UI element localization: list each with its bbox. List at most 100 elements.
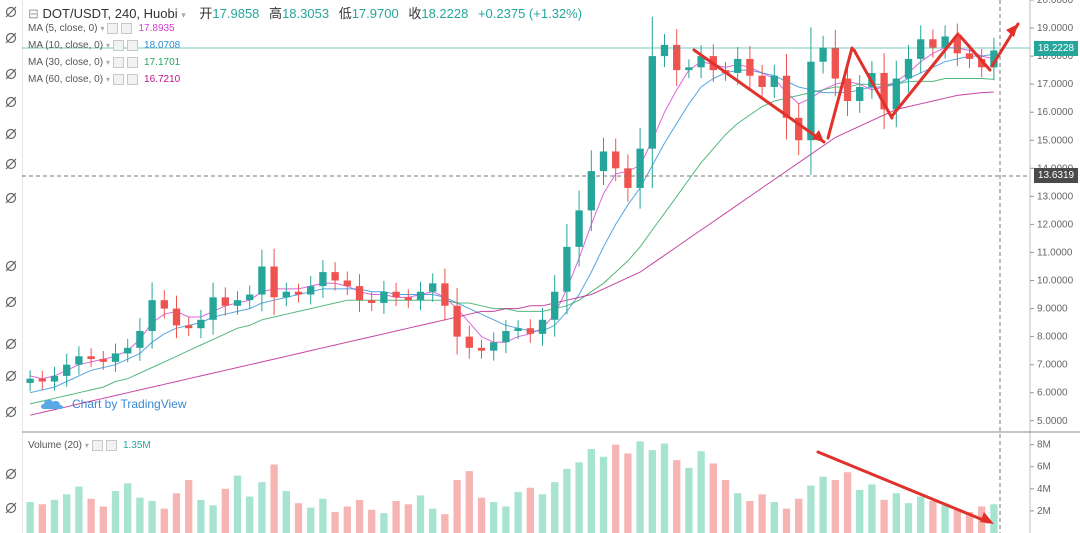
price-tick-label: 12.0000	[1037, 219, 1074, 230]
annotation-volume-arrow	[816, 450, 990, 524]
drawing-toolbar	[0, 0, 23, 533]
candle-body	[368, 300, 376, 303]
candle-body	[965, 53, 974, 59]
candle-body	[197, 319, 205, 329]
chevron-down-icon[interactable]: ▾	[84, 440, 89, 450]
candle-body	[111, 353, 120, 362]
volume-bar	[612, 444, 620, 533]
ma-row-5[interactable]: MA (5, close, 0) ▾ 17.8935	[28, 20, 175, 36]
lock-icon[interactable]	[3, 368, 19, 384]
high-value: 18.3053	[282, 6, 330, 21]
candle-body	[380, 291, 388, 303]
ma-row-60[interactable]: MA (60, close, 0) ▾ 16.7210	[28, 71, 180, 87]
arrowhead-1	[812, 130, 824, 142]
symbol-dropdown-icon[interactable]: ▾	[181, 10, 186, 20]
delete-icon[interactable]	[3, 500, 19, 516]
close-icon[interactable]	[121, 22, 133, 34]
crosshair-price-tag: 13.6319	[1034, 168, 1078, 183]
volume-bar	[575, 462, 583, 533]
close-icon[interactable]	[127, 73, 139, 85]
settings-icon[interactable]	[113, 39, 125, 51]
volume-bar	[770, 502, 778, 533]
brush-icon[interactable]	[3, 94, 19, 110]
close-icon[interactable]	[105, 439, 117, 451]
candle-body	[343, 280, 351, 287]
high-label: 高	[269, 6, 283, 21]
settings-icon[interactable]	[91, 439, 103, 451]
eye-icon[interactable]	[3, 404, 19, 420]
volume-bar	[392, 500, 400, 533]
volume-bar	[282, 491, 290, 533]
ruler-icon[interactable]	[3, 258, 19, 274]
ma-row-10[interactable]: MA (10, close, 0) ▾ 18.0708	[28, 37, 180, 53]
volume-bar	[917, 496, 925, 533]
candle-body	[99, 359, 107, 362]
ma-60-label: MA (60, close, 0)	[28, 73, 104, 85]
candle-body	[26, 378, 34, 383]
candle-body	[429, 283, 437, 292]
volume-bar	[685, 467, 693, 533]
volume-bar	[880, 499, 888, 533]
candle-body	[782, 75, 791, 118]
close-icon[interactable]	[127, 56, 139, 68]
volume-bar	[953, 509, 961, 533]
candle-body	[63, 364, 71, 376]
annotation-line-up	[826, 46, 854, 140]
candle-body	[392, 291, 400, 298]
ma-row-30[interactable]: MA (30, close, 0) ▾ 17.1701	[28, 54, 180, 70]
candle-body	[624, 168, 632, 188]
moving-average-lines	[29, 47, 995, 416]
candle-body	[978, 58, 986, 68]
zoom-icon[interactable]	[3, 294, 19, 310]
settings-icon[interactable]	[113, 56, 125, 68]
crosshair-icon[interactable]	[3, 4, 19, 20]
candle-body	[124, 347, 132, 354]
candle-body	[160, 300, 168, 309]
chevron-down-icon[interactable]: ▾	[106, 57, 111, 67]
volume-bar	[87, 498, 95, 533]
candle-body	[441, 283, 449, 306]
text-icon[interactable]	[3, 126, 19, 142]
price-axis: 5.0000 6.0000 7.0000 8.0000 9.0000 10.0000 11.…	[1030, 0, 1074, 427]
volume-tick-label: 6M	[1037, 462, 1051, 473]
candle-body	[673, 44, 681, 71]
price-tick-label: 15.0000	[1037, 135, 1074, 146]
candle-body	[660, 44, 669, 57]
volume-value: 1.35M	[122, 439, 151, 451]
volume-bar	[75, 486, 83, 533]
volume-bar	[404, 504, 412, 533]
fib-icon[interactable]	[3, 190, 19, 206]
candle-body	[770, 75, 778, 87]
ma-30-value: 17.1701	[144, 56, 181, 68]
settings-icon[interactable]	[107, 22, 119, 34]
candle-body	[807, 61, 815, 141]
candle-body	[526, 328, 534, 334]
trash-icon[interactable]	[3, 466, 19, 482]
volume-bar	[746, 500, 754, 533]
settings-icon[interactable]	[113, 73, 125, 85]
price-tick-label: 7.0000	[1037, 360, 1068, 371]
symbol-label[interactable]: DOT/USDT, 240, Huobi	[42, 6, 178, 21]
candle-body	[50, 375, 59, 382]
magnet-icon[interactable]	[3, 336, 19, 352]
node-icon[interactable]	[3, 156, 19, 172]
pencil-icon[interactable]	[3, 66, 19, 82]
volume-bar	[416, 495, 425, 533]
ma-30-label: MA (30, close, 0)	[28, 56, 104, 68]
volume-legend[interactable]: Volume (20) ▾ 1.35M	[28, 437, 151, 453]
tradingview-watermark[interactable]: Chart by TradingView	[40, 397, 187, 411]
chevron-down-icon[interactable]: ▾	[100, 23, 105, 33]
candle-body	[355, 286, 364, 301]
volume-bar	[819, 476, 827, 533]
chevron-down-icon[interactable]: ▾	[106, 40, 111, 50]
volume-bar	[380, 513, 388, 533]
open-value: 17.9858	[212, 6, 260, 21]
chevron-down-icon[interactable]: ▾	[106, 74, 111, 84]
volume-bar	[221, 488, 229, 533]
volume-bar	[551, 482, 559, 533]
volume-bar	[868, 484, 876, 533]
trend-line-icon[interactable]	[3, 30, 19, 46]
close-icon[interactable]	[127, 39, 139, 51]
volume-bar	[124, 483, 132, 533]
